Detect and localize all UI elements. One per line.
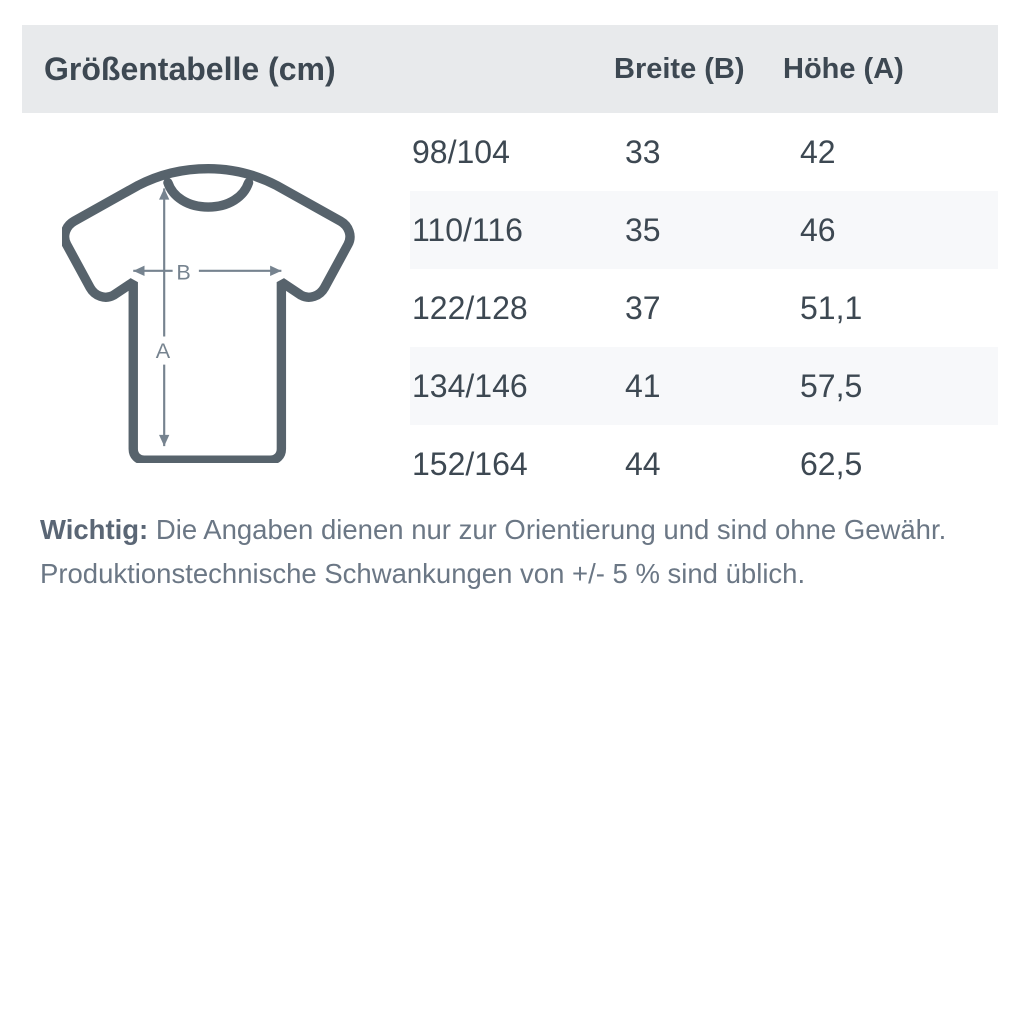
svg-text:A: A — [156, 338, 171, 363]
svg-text:B: B — [176, 259, 190, 284]
